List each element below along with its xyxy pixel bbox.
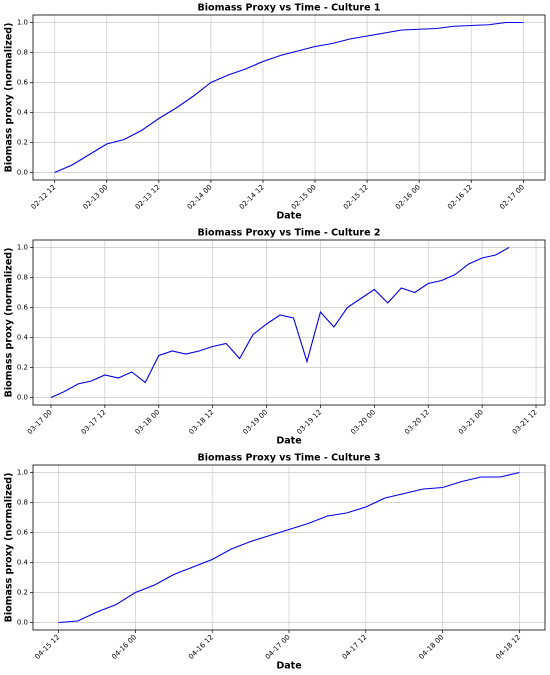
x-tick-label: 02-16 12 xyxy=(446,183,474,211)
y-tick-label: 0.4 xyxy=(17,559,29,567)
x-tick-label: 02-12 12 xyxy=(30,183,58,211)
data-line xyxy=(50,247,510,399)
x-tick-label: 04-17 12 xyxy=(341,633,369,661)
y-tick-label: 0.4 xyxy=(17,334,29,342)
y-tick-label: 0.2 xyxy=(17,139,28,147)
y-tick-label: 0.4 xyxy=(17,109,29,117)
x-tick-label: 04-18 12 xyxy=(494,633,522,661)
y-tick-label: 0.6 xyxy=(17,304,29,312)
x-tick-label: 03-19 12 xyxy=(295,408,323,436)
y-axis-label: Biomass proxy (normalized) xyxy=(4,23,15,173)
y-tick-label: 1.0 xyxy=(17,469,28,477)
x-tick-label: 03-17 00 xyxy=(26,408,54,436)
y-tick-label: 0.2 xyxy=(17,364,28,372)
y-axis-label: Biomass proxy (normalized) xyxy=(4,248,15,398)
x-tick-label: 03-20 12 xyxy=(403,408,431,436)
y-tick-label: 0.8 xyxy=(17,274,28,282)
x-axis-label: Date xyxy=(276,436,301,447)
x-tick-label: 04-17 00 xyxy=(264,633,292,661)
x-tick-label: 02-15 00 xyxy=(290,183,318,211)
plot-frame xyxy=(32,239,546,406)
plot-frame xyxy=(32,14,546,181)
x-tick-label: 04-15 12 xyxy=(34,633,62,661)
y-tick-label: 0.0 xyxy=(17,619,28,627)
x-tick-label: 02-14 00 xyxy=(186,183,214,211)
y-tick-label: 0.0 xyxy=(17,169,28,177)
x-axis-label: Date xyxy=(276,661,301,672)
data-line xyxy=(54,21,524,174)
plot-frame xyxy=(32,464,546,631)
x-tick-label: 03-21 12 xyxy=(511,408,539,436)
y-tick-label: 0.2 xyxy=(17,589,28,597)
x-tick-label: 04-16 12 xyxy=(187,633,215,661)
x-tick-label: 02-14 12 xyxy=(238,183,266,211)
x-tick-label: 03-20 00 xyxy=(349,408,377,436)
x-tick-label: 03-17 12 xyxy=(80,408,108,436)
x-tick-label: 02-17 00 xyxy=(498,183,526,211)
chart-title: Biomass Proxy vs Time - Culture 2 xyxy=(198,228,381,239)
x-tick-label: 02-13 12 xyxy=(134,183,162,211)
x-tick-label: 03-21 00 xyxy=(457,408,485,436)
x-tick-label: 03-18 00 xyxy=(134,408,162,436)
x-tick-label: 03-19 00 xyxy=(241,408,269,436)
y-tick-label: 0.8 xyxy=(17,49,28,57)
y-tick-label: 0.6 xyxy=(17,529,29,537)
x-tick-label: 02-15 12 xyxy=(342,183,370,211)
y-tick-label: 0.6 xyxy=(17,79,29,87)
y-axis-label: Biomass proxy (normalized) xyxy=(4,473,15,623)
x-tick-label: 03-18 12 xyxy=(188,408,216,436)
y-tick-label: 1.0 xyxy=(17,19,28,27)
chart-title: Biomass Proxy vs Time - Culture 3 xyxy=(198,453,381,464)
chart-title: Biomass Proxy vs Time - Culture 1 xyxy=(198,3,381,14)
x-tick-label: 02-16 00 xyxy=(394,183,422,211)
x-tick-label: 02-13 00 xyxy=(82,183,110,211)
x-tick-label: 04-16 00 xyxy=(110,633,138,661)
x-tick-label: 04-18 00 xyxy=(418,633,446,661)
y-tick-label: 1.0 xyxy=(17,244,28,252)
y-tick-label: 0.0 xyxy=(17,394,28,402)
y-tick-label: 0.8 xyxy=(17,499,28,507)
data-line xyxy=(58,471,520,624)
x-axis-label: Date xyxy=(276,211,301,222)
